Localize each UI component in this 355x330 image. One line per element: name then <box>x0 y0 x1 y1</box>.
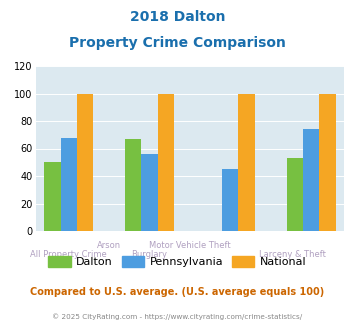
Text: © 2025 CityRating.com - https://www.cityrating.com/crime-statistics/: © 2025 CityRating.com - https://www.city… <box>53 314 302 320</box>
Legend: Dalton, Pennsylvania, National: Dalton, Pennsylvania, National <box>44 251 311 272</box>
Text: Larceny & Theft: Larceny & Theft <box>260 250 326 259</box>
Text: Arson: Arson <box>97 241 121 250</box>
Bar <box>287 158 303 231</box>
Bar <box>60 138 77 231</box>
Text: Burglary: Burglary <box>131 250 168 259</box>
Text: Compared to U.S. average. (U.S. average equals 100): Compared to U.S. average. (U.S. average … <box>31 287 324 297</box>
Text: Property Crime Comparison: Property Crime Comparison <box>69 36 286 50</box>
Bar <box>77 93 93 231</box>
Bar <box>125 139 141 231</box>
Bar <box>141 154 158 231</box>
Bar <box>222 169 239 231</box>
Text: 2018 Dalton: 2018 Dalton <box>130 10 225 24</box>
Bar <box>158 93 174 231</box>
Text: Motor Vehicle Theft: Motor Vehicle Theft <box>149 241 231 250</box>
Bar <box>303 129 320 231</box>
Text: All Property Crime: All Property Crime <box>30 250 107 259</box>
Bar <box>320 93 335 231</box>
Bar <box>44 162 60 231</box>
Bar <box>239 93 255 231</box>
